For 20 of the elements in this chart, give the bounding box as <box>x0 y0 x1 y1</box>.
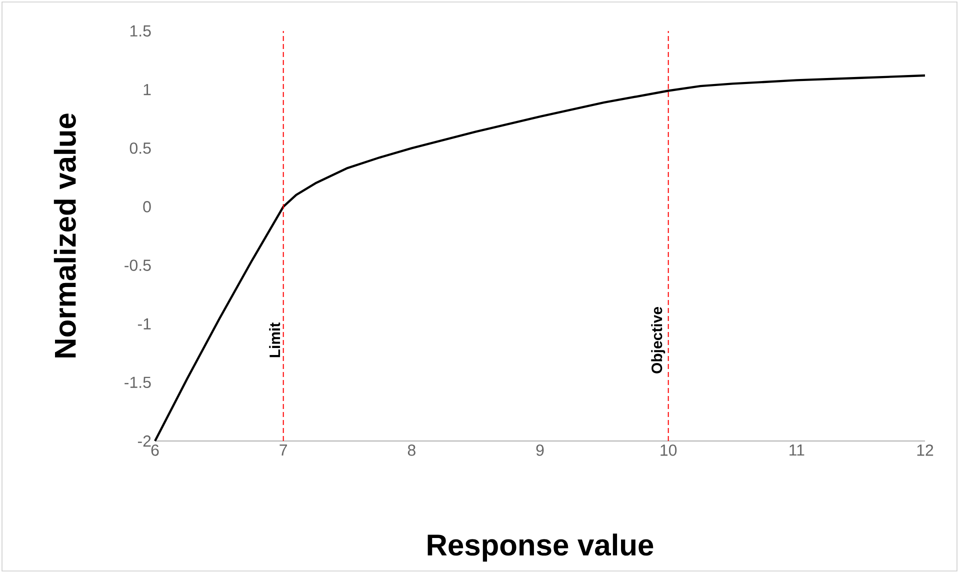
y-tick-label: 0.5 <box>130 142 151 154</box>
x-tick-label: 9 <box>536 444 544 456</box>
y-tick-label: 1.5 <box>130 25 151 37</box>
y-axis-title: Normalized value <box>54 114 76 358</box>
x-tick-label: 12 <box>917 444 934 456</box>
x-tick-label: 7 <box>280 444 287 456</box>
x-axis-title: Response value <box>428 534 654 562</box>
line-series <box>154 74 926 442</box>
x-tick-label: 8 <box>408 444 416 456</box>
x-tick-label: 10 <box>660 444 677 456</box>
ref-line-label: Limit <box>269 322 280 358</box>
y-tick-label: -1 <box>138 318 151 330</box>
y-tick-label: -1.5 <box>124 376 151 388</box>
ref-line-label: Objective <box>651 307 666 374</box>
x-tick-label: 11 <box>790 444 804 456</box>
y-tick-label: -0.5 <box>124 260 151 271</box>
y-tick-label: -2 <box>138 435 151 447</box>
y-tick-label: 0 <box>143 201 151 212</box>
y-tick-label: 1 <box>144 84 151 96</box>
x-tick-label: 6 <box>151 444 159 456</box>
